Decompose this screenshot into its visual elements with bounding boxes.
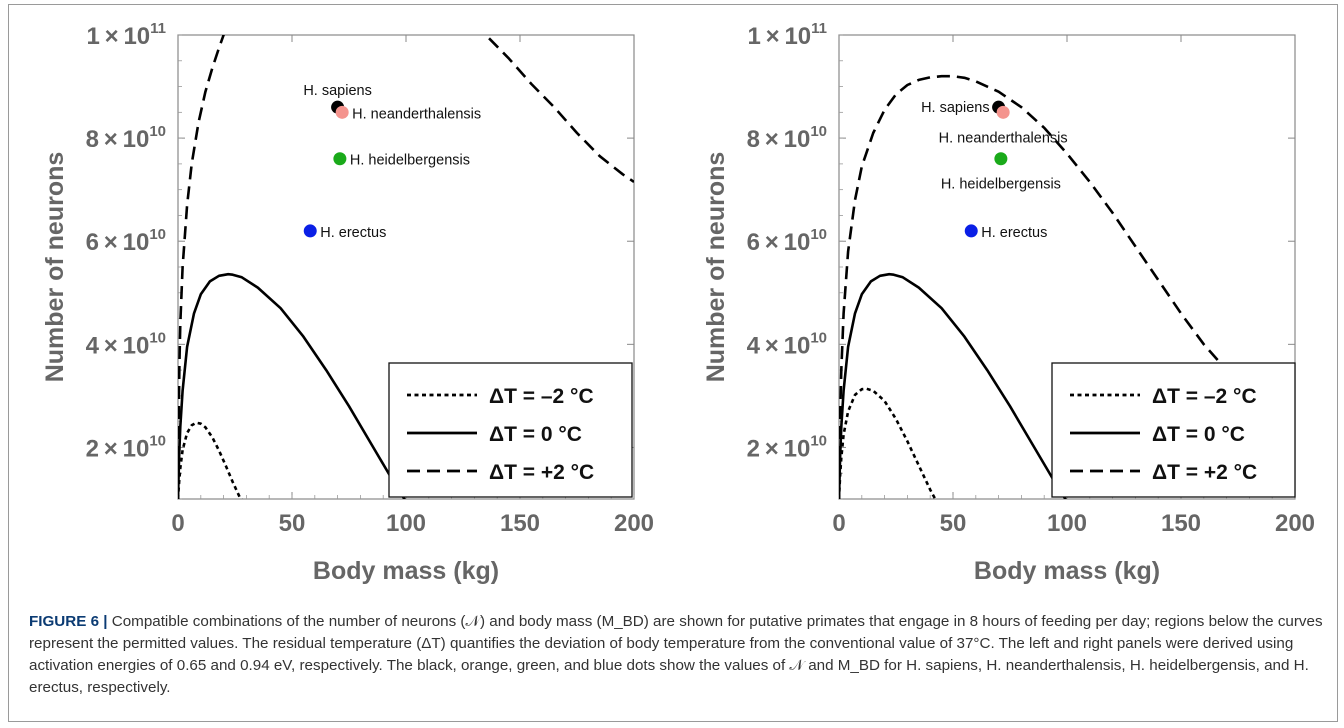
y-tick-label: 4 × 1010 bbox=[86, 329, 166, 359]
legend-label: ΔT = –2 °C bbox=[489, 385, 594, 408]
series-group bbox=[178, 35, 634, 499]
y-axis-title: Number of neurons bbox=[702, 152, 730, 383]
caption-lead: FIGURE 6 | bbox=[29, 613, 108, 630]
data-point bbox=[994, 152, 1008, 166]
series-group bbox=[839, 74, 1292, 499]
series-line-solid bbox=[839, 272, 1067, 499]
x-tick-label: 200 bbox=[614, 510, 654, 537]
y-tick-label: 1 × 1011 bbox=[86, 20, 166, 50]
figure-caption: FIGURE 6 | Compatible combinations of th… bbox=[29, 611, 1339, 699]
series-line-dotted bbox=[839, 387, 937, 499]
data-point bbox=[303, 224, 317, 238]
data-point-label: H. sapiens bbox=[303, 83, 372, 99]
data-point bbox=[996, 105, 1010, 119]
legend-box bbox=[388, 362, 633, 498]
data-point bbox=[333, 152, 347, 166]
series-line-dotted bbox=[178, 421, 244, 499]
y-tick-label: 4 × 1010 bbox=[747, 329, 827, 359]
data-point-label: H. neanderthalensis bbox=[352, 106, 481, 122]
caption-text: Compatible combinations of the number of… bbox=[29, 613, 1323, 696]
data-point-label: H. neanderthalensis bbox=[939, 130, 1068, 146]
series-line-dashed bbox=[839, 74, 1292, 499]
y-tick-label: 6 × 1010 bbox=[747, 226, 827, 256]
legend-label: ΔT = +2 °C bbox=[489, 461, 594, 484]
y-tick-label: 1 × 1011 bbox=[747, 20, 827, 50]
x-tick-label: 0 bbox=[832, 510, 845, 537]
series-line-solid bbox=[178, 272, 406, 499]
x-tick-label: 50 bbox=[279, 510, 306, 537]
data-point-label: H. erectus bbox=[320, 225, 386, 241]
right-panel: 0 50 100 150 200 2 × 1010 4 × 1010 6 × 1010 8 × … bbox=[702, 20, 1315, 585]
y-tick-label: 2 × 1010 bbox=[86, 432, 166, 462]
x-tick-label: 0 bbox=[171, 510, 184, 537]
legend-label: ΔT = 0 °C bbox=[1152, 423, 1245, 446]
legend-label: ΔT = +2 °C bbox=[1152, 461, 1257, 484]
legend: ΔT = –2 °C ΔT = 0 °C ΔT = +2 °C bbox=[1051, 362, 1296, 498]
x-tick-label: 150 bbox=[500, 510, 540, 537]
data-point bbox=[335, 105, 349, 119]
x-axis-title: Body mass (kg) bbox=[313, 557, 499, 585]
legend-box bbox=[1051, 362, 1296, 498]
x-tick-label: 100 bbox=[386, 510, 426, 537]
series-line-dashed bbox=[178, 35, 225, 499]
figure-charts: 0 50 100 150 200 2 × 1010 4 × 1010 6 × 1010 8 × … bbox=[41, 20, 1315, 585]
x-tick-label: 150 bbox=[1161, 510, 1201, 537]
figure-frame: 0 50 100 150 200 2 × 1010 4 × 1010 6 × 1010 8 × … bbox=[8, 4, 1338, 722]
data-point-label: H. heidelbergensis bbox=[941, 177, 1061, 193]
y-tick-label: 8 × 1010 bbox=[747, 123, 827, 153]
x-tick-label: 200 bbox=[1275, 510, 1315, 537]
x-tick-label: 100 bbox=[1047, 510, 1087, 537]
legend: ΔT = –2 °C ΔT = 0 °C ΔT = +2 °C bbox=[388, 362, 633, 498]
y-tick-label: 8 × 1010 bbox=[86, 123, 166, 153]
left-panel: 0 50 100 150 200 2 × 1010 4 × 1010 6 × 1010 8 × … bbox=[41, 20, 654, 585]
y-tick-label: 6 × 1010 bbox=[86, 226, 166, 256]
legend-label: ΔT = 0 °C bbox=[489, 423, 582, 446]
data-point-label: H. erectus bbox=[981, 225, 1047, 241]
data-point-label: H. sapiens bbox=[921, 100, 990, 116]
data-point bbox=[964, 224, 978, 238]
x-axis-title: Body mass (kg) bbox=[974, 557, 1160, 585]
y-tick-label: 2 × 1010 bbox=[747, 432, 827, 462]
legend-label: ΔT = –2 °C bbox=[1152, 385, 1257, 408]
series-line-dashed bbox=[483, 35, 634, 183]
y-axis-title: Number of neurons bbox=[41, 152, 69, 383]
x-tick-label: 50 bbox=[940, 510, 967, 537]
data-point-label: H. heidelbergensis bbox=[350, 153, 470, 169]
